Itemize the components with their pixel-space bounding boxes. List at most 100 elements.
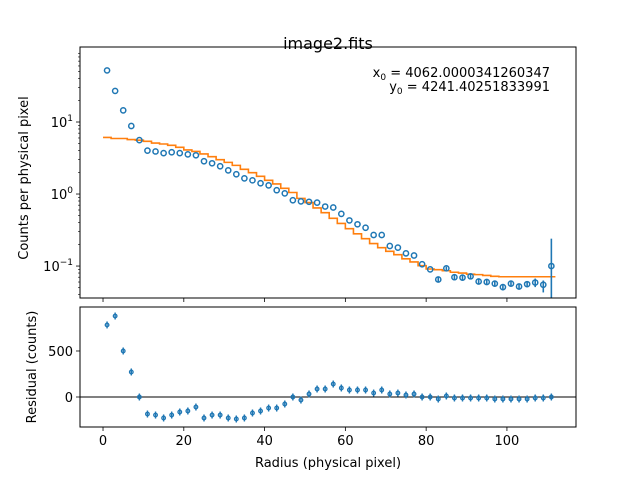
data-point xyxy=(184,151,192,158)
residual-point xyxy=(258,408,263,414)
residual-point xyxy=(468,395,474,401)
data-point xyxy=(313,199,321,206)
data-point xyxy=(103,67,111,74)
residual-point xyxy=(136,394,142,400)
residual-point xyxy=(250,410,255,416)
data-point xyxy=(273,186,281,194)
data-point xyxy=(491,280,499,287)
residual-point xyxy=(153,412,158,418)
residual-point xyxy=(217,412,223,418)
residual-point xyxy=(266,405,272,411)
bottom-plot-frame xyxy=(79,306,577,428)
residual-point xyxy=(233,416,239,422)
residual-point xyxy=(306,391,312,397)
residual-point xyxy=(387,391,393,397)
data-point xyxy=(442,264,450,272)
data-point xyxy=(378,231,386,239)
x-tick-label: 80 xyxy=(418,434,435,449)
residual-point xyxy=(451,395,457,401)
y-tick-label: 0 xyxy=(65,391,73,406)
data-point xyxy=(410,252,418,259)
residual-point xyxy=(201,415,207,421)
residual-point xyxy=(419,394,425,400)
residual-point xyxy=(282,401,288,407)
data-point xyxy=(136,136,143,144)
y-tick-label: 101 xyxy=(51,114,73,131)
data-point xyxy=(426,265,434,273)
data-point xyxy=(402,250,410,257)
data-point xyxy=(176,149,184,157)
data-point xyxy=(208,159,216,167)
residual-point xyxy=(500,396,506,402)
residual-point xyxy=(355,387,360,393)
residual-point xyxy=(443,393,449,399)
x-axis-label: Radius (physical pixel) xyxy=(255,456,401,471)
data-point xyxy=(539,281,547,289)
data-point xyxy=(451,273,458,281)
data-point xyxy=(152,148,159,155)
residual-point xyxy=(290,394,296,400)
residual-point xyxy=(241,415,247,421)
residual-point xyxy=(363,387,369,393)
data-point xyxy=(192,151,200,159)
data-point xyxy=(475,278,483,285)
data-point xyxy=(370,231,377,239)
data-point xyxy=(434,276,442,283)
residual-point xyxy=(322,386,328,392)
residual-point xyxy=(371,390,377,396)
data-point xyxy=(337,210,345,218)
data-point xyxy=(499,283,507,291)
residual-point xyxy=(112,313,118,319)
top-plot-frame xyxy=(79,46,577,299)
data-point xyxy=(232,170,240,178)
residual-point xyxy=(185,408,191,414)
data-point xyxy=(257,179,264,187)
y-tick-label: 10−1 xyxy=(43,258,73,275)
residual-point xyxy=(484,395,490,401)
data-point xyxy=(515,283,523,290)
data-point xyxy=(394,244,402,252)
data-point xyxy=(289,196,297,204)
residual-point xyxy=(193,404,199,410)
data-point xyxy=(160,149,167,157)
residual-point xyxy=(145,411,150,417)
data-point xyxy=(321,203,329,210)
residual-point xyxy=(225,415,231,421)
center-annotation: y0 = 4241.40251833991 xyxy=(389,80,550,97)
residual-point xyxy=(314,386,320,392)
data-point xyxy=(386,242,394,250)
data-point xyxy=(305,198,313,206)
residual-point xyxy=(492,396,498,402)
residual-point xyxy=(395,390,401,396)
data-point xyxy=(483,278,491,286)
residual-point xyxy=(540,395,546,401)
x-tick-label: 60 xyxy=(337,434,354,449)
residual-point xyxy=(516,396,522,402)
data-point xyxy=(418,260,426,268)
x-tick-label: 0 xyxy=(99,434,107,449)
residual-point xyxy=(104,322,110,328)
data-point xyxy=(362,224,369,232)
data-point xyxy=(224,167,232,174)
residual-point xyxy=(346,387,352,393)
residual-point xyxy=(209,412,215,418)
data-point xyxy=(119,107,127,114)
residual-point xyxy=(379,387,385,393)
data-point xyxy=(467,272,474,280)
residual-point xyxy=(411,391,417,397)
data-point xyxy=(168,148,176,156)
chart-title: image2.fits xyxy=(283,34,373,53)
data-point xyxy=(200,157,208,165)
data-point xyxy=(265,181,272,189)
data-point xyxy=(297,198,305,205)
residual-point xyxy=(508,396,514,402)
residual-point xyxy=(532,395,538,401)
residual-point xyxy=(476,395,482,401)
x-tick-label: 100 xyxy=(495,434,520,449)
bottom-y-axis-label: Residual (counts) xyxy=(25,311,40,424)
residual-point xyxy=(403,392,409,398)
data-point xyxy=(346,217,353,224)
bottom-axes: 0 500 0 20 40 60 80 100 xyxy=(48,306,577,449)
data-point xyxy=(507,280,515,287)
